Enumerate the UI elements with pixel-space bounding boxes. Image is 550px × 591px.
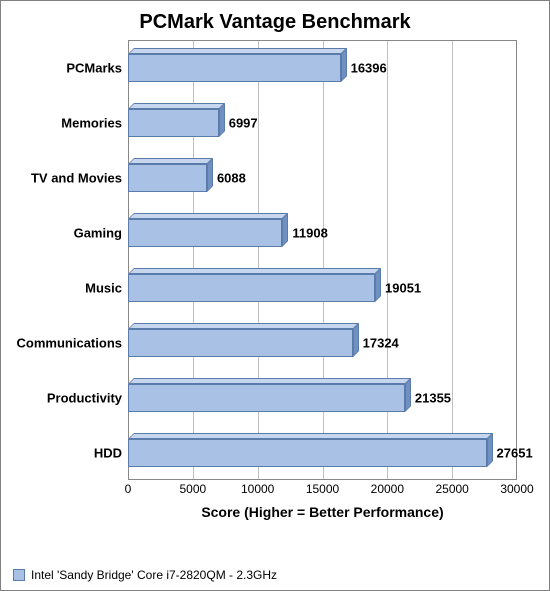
grid-line [387, 41, 388, 479]
category-label: TV and Movies [31, 170, 128, 185]
category-label: Communications [17, 335, 128, 350]
bar [128, 109, 219, 137]
bar-row: HDD27651 [128, 439, 517, 467]
value-label: 27651 [487, 445, 533, 460]
category-label: Productivity [47, 390, 128, 405]
value-label: 19051 [375, 280, 421, 295]
legend: Intel 'Sandy Bridge' Core i7-2820QM - 2.… [13, 568, 277, 582]
grid-line [323, 41, 324, 479]
x-axis-title: Score (Higher = Better Performance) [128, 504, 517, 520]
value-label: 6997 [219, 115, 258, 130]
bar [128, 219, 282, 247]
bar-front-face [128, 164, 207, 192]
bar [128, 54, 341, 82]
bar [128, 329, 353, 357]
x-tick-label: 0 [125, 482, 132, 496]
bar-front-face [128, 54, 341, 82]
plot-area: PCMarks16396 Memories6997 TV and Movies608… [128, 40, 517, 480]
category-label: Gaming [74, 225, 128, 240]
bar-front-face [128, 219, 282, 247]
bar-front-face [128, 384, 405, 412]
value-label: 16396 [341, 60, 387, 75]
x-tick-label: 30000 [500, 482, 533, 496]
x-tick-label: 15000 [306, 482, 339, 496]
legend-label: Intel 'Sandy Bridge' Core i7-2820QM - 2.… [31, 568, 277, 582]
bar-row: Gaming11908 [128, 219, 517, 247]
bar [128, 274, 375, 302]
bar-row: Music19051 [128, 274, 517, 302]
value-label: 11908 [282, 225, 327, 240]
x-tick-label: 25000 [435, 482, 468, 496]
bar-row: Memories6997 [128, 109, 517, 137]
category-label: Memories [61, 115, 128, 130]
chart-container: PCMark Vantage Benchmark PCMarks16396Mem… [0, 0, 550, 591]
value-label: 6088 [207, 170, 246, 185]
value-label: 21355 [405, 390, 451, 405]
category-label: PCMarks [66, 60, 128, 75]
chart-title: PCMark Vantage Benchmark [13, 11, 537, 34]
bar-front-face [128, 109, 219, 137]
bar-row: PCMarks16396 [128, 54, 517, 82]
grid-line [258, 41, 259, 479]
bar-row: TV and Movies6088 [128, 164, 517, 192]
x-axis-ticks: 050001000015000200002500030000 [128, 480, 517, 500]
category-label: HDD [94, 445, 128, 460]
bar-front-face [128, 439, 487, 467]
bar-front-face [128, 329, 353, 357]
grid-line [452, 41, 453, 479]
legend-swatch [13, 569, 25, 581]
bar-row: Communications17324 [128, 329, 517, 357]
bar-front-face [128, 274, 375, 302]
x-tick-label: 10000 [241, 482, 274, 496]
bar [128, 439, 487, 467]
bar-row: Productivity21355 [128, 384, 517, 412]
category-label: Music [85, 280, 128, 295]
bar [128, 384, 405, 412]
x-tick-label: 20000 [371, 482, 404, 496]
x-tick-label: 5000 [179, 482, 206, 496]
value-label: 17324 [353, 335, 399, 350]
bar [128, 164, 207, 192]
